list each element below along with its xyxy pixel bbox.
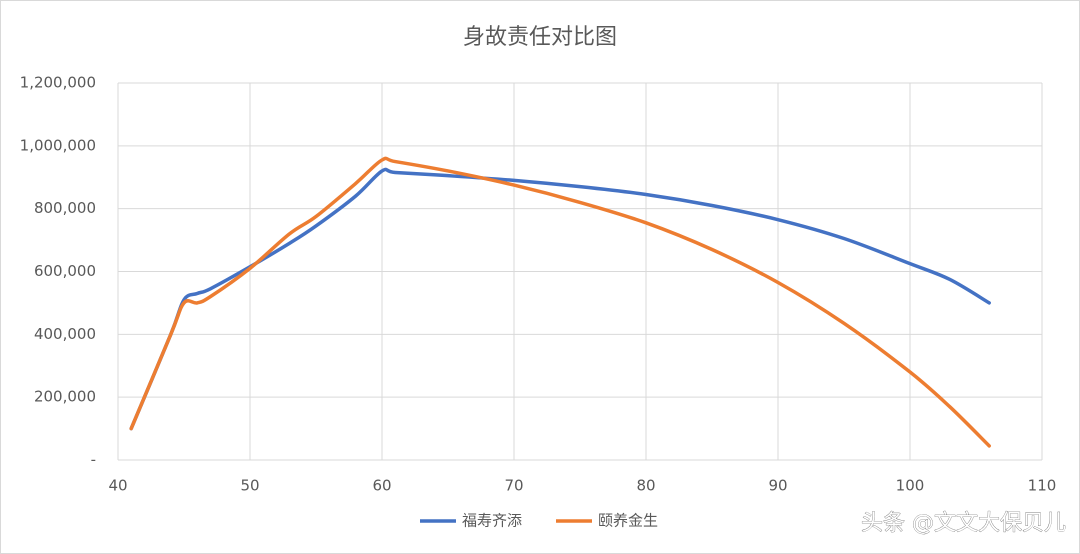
y-tick-label: 1,200,000 xyxy=(20,74,96,92)
x-tick-label: 60 xyxy=(372,477,391,495)
x-tick-label: 90 xyxy=(768,477,787,495)
x-tick-label: 100 xyxy=(896,477,925,495)
y-tick-label: 200,000 xyxy=(34,388,96,406)
y-tick-label: 400,000 xyxy=(34,325,96,343)
y-tick-label: 1,000,000 xyxy=(20,136,96,154)
y-tick-label: - xyxy=(91,451,96,469)
watermark: 头条 @文文大保贝儿 xyxy=(861,511,1066,536)
series-line xyxy=(129,156,991,448)
x-tick-label: 40 xyxy=(108,477,127,495)
series-line xyxy=(129,167,991,431)
chart-title: 身故责任对比图 xyxy=(463,25,617,50)
y-tick-label: 600,000 xyxy=(34,262,96,280)
y-tick-label: 800,000 xyxy=(34,199,96,217)
x-tick-label: 70 xyxy=(504,477,523,495)
x-tick-label: 80 xyxy=(636,477,655,495)
x-tick-label: 110 xyxy=(1028,477,1057,495)
legend-label: 福寿齐添 xyxy=(462,512,522,530)
legend-label: 颐养金生 xyxy=(598,512,658,530)
x-tick-label: 50 xyxy=(240,477,259,495)
